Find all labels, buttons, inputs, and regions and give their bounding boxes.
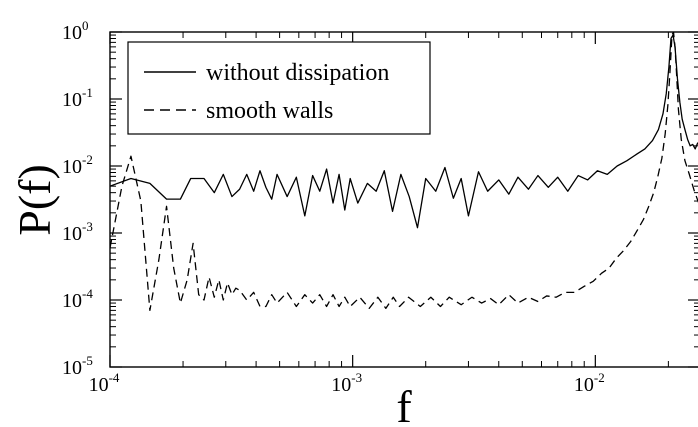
y-tick-label: 100 bbox=[62, 18, 89, 44]
y-tick-exponent: -3 bbox=[82, 219, 93, 234]
x-tick-label: 10-4 bbox=[89, 370, 120, 396]
y-tick-base: 10 bbox=[62, 156, 82, 178]
x-tick-base: 10 bbox=[574, 374, 594, 396]
y-tick-exponent: -2 bbox=[82, 152, 93, 167]
y-tick-exponent: -4 bbox=[82, 286, 93, 301]
series-line-without-dissipation bbox=[110, 34, 698, 229]
legend-box bbox=[127, 41, 431, 135]
y-tick-base: 10 bbox=[62, 22, 82, 44]
x-axis-title: f bbox=[396, 381, 412, 427]
series-layer bbox=[110, 32, 698, 312]
legend-label-smooth-walls: smooth walls bbox=[206, 98, 333, 124]
x-tick-label: 10-2 bbox=[574, 370, 605, 396]
x-tick-exponent: -4 bbox=[109, 370, 120, 385]
y-tick-base: 10 bbox=[62, 89, 82, 111]
y-tick-base: 10 bbox=[62, 290, 82, 312]
y-axis-title: P(f) bbox=[9, 164, 60, 236]
y-tick-base: 10 bbox=[62, 223, 82, 245]
y-tick-exponent: -1 bbox=[82, 85, 93, 100]
plot-frame bbox=[109, 31, 698, 368]
y-tick-label: 10-1 bbox=[62, 85, 93, 111]
x-tick-exponent: -3 bbox=[351, 370, 362, 385]
x-tick-exponent: -2 bbox=[594, 370, 605, 385]
legend-label-without-dissipation: without dissipation bbox=[206, 60, 389, 86]
series-line-smooth-walls bbox=[110, 32, 698, 312]
y-tick-base: 10 bbox=[62, 357, 82, 379]
x-tick-label: 10-3 bbox=[331, 370, 362, 396]
legend: without dissipation smooth walls bbox=[127, 41, 431, 135]
x-tick-base: 10 bbox=[89, 374, 109, 396]
y-tick-label: 10-4 bbox=[62, 286, 93, 312]
y-tick-exponent: 0 bbox=[82, 18, 89, 33]
x-tick-base: 10 bbox=[331, 374, 351, 396]
y-tick-label: 10-3 bbox=[62, 219, 93, 245]
y-tick-label: 10-2 bbox=[62, 152, 93, 178]
y-tick-exponent: -5 bbox=[82, 353, 93, 368]
y-tick-label: 10-5 bbox=[62, 353, 93, 379]
